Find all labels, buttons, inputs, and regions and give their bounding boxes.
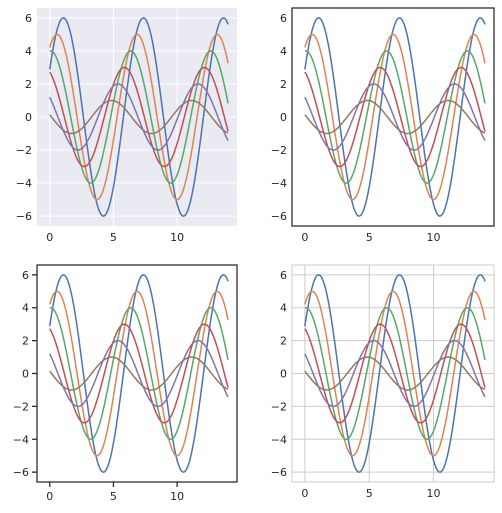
y-tick-label: −2 xyxy=(271,400,287,413)
y-tick-label: 4 xyxy=(25,45,32,58)
x-tick-label: 0 xyxy=(46,490,53,503)
x-tick-label: 0 xyxy=(301,231,308,244)
subplot-darkgrid: 0 5 10 −6 −4 −2 0 2 4 6 xyxy=(16,8,237,244)
subplot-whitegrid: 0 5 10 −6 −4 −2 0 2 4 6 xyxy=(271,264,495,500)
series-line-2 xyxy=(304,33,486,201)
series-line-3 xyxy=(49,306,229,441)
y-tick-label: 2 xyxy=(280,78,287,91)
series-line-6 xyxy=(49,99,229,135)
y-tick-label: −4 xyxy=(271,177,287,190)
series-line-2 xyxy=(304,290,486,457)
y-tick-label: 6 xyxy=(280,269,287,282)
series-line-3 xyxy=(304,306,486,441)
y-tick-label: 0 xyxy=(25,111,32,124)
subplot-ticks: 0 5 10 −6 −4 −2 0 2 4 6 xyxy=(13,264,238,503)
y-tick-label: 0 xyxy=(22,368,29,381)
x-tick-label: 10 xyxy=(170,490,184,503)
series-group xyxy=(48,274,229,473)
series-line-6 xyxy=(304,99,486,135)
series-line-3 xyxy=(304,50,486,184)
y-tick-label: −6 xyxy=(271,466,287,479)
x-tick-label: 5 xyxy=(366,487,373,500)
y-tick-label: −6 xyxy=(271,210,287,223)
axes-frame xyxy=(291,7,495,227)
series-line-5 xyxy=(304,339,486,408)
y-tick-label: −4 xyxy=(16,177,32,190)
series-group xyxy=(304,274,486,473)
y-tick-label: 2 xyxy=(280,335,287,348)
x-tick-label: 0 xyxy=(301,487,308,500)
y-tick-label: −6 xyxy=(13,466,29,479)
y-tick-label: −2 xyxy=(13,400,29,413)
x-tick-label: 5 xyxy=(366,231,373,244)
y-tick-label: 6 xyxy=(280,12,287,25)
series-line-3 xyxy=(49,50,229,184)
x-tick-label: 0 xyxy=(46,231,53,244)
y-tick-label: 2 xyxy=(22,335,29,348)
series-line-4 xyxy=(49,66,229,168)
series-group xyxy=(48,17,229,217)
y-tick-label: 4 xyxy=(22,302,29,315)
series-line-6 xyxy=(304,356,486,391)
x-tick-label: 10 xyxy=(427,231,441,244)
x-tick-label: 10 xyxy=(427,487,441,500)
y-tick-label: −4 xyxy=(271,433,287,446)
x-tick-label: 5 xyxy=(110,231,117,244)
series-line-2 xyxy=(49,290,229,457)
series-line-1 xyxy=(304,17,486,217)
series-line-5 xyxy=(49,339,229,408)
series-line-4 xyxy=(304,66,486,168)
series-line-5 xyxy=(49,83,229,151)
y-tick-label: 0 xyxy=(280,368,287,381)
plot-background xyxy=(37,265,237,482)
y-tick-label: 6 xyxy=(25,12,32,25)
series-line-1 xyxy=(48,274,229,473)
subplot-white: 0 5 10 −6 −4 −2 0 2 4 6 xyxy=(271,7,495,244)
y-tick-label: 2 xyxy=(25,78,32,91)
y-tick-label: −4 xyxy=(13,433,29,446)
axes-frame xyxy=(291,264,495,483)
x-tick-label: 5 xyxy=(110,490,117,503)
y-tick-label: 6 xyxy=(22,269,29,282)
y-tick-label: −2 xyxy=(16,144,32,157)
series-group xyxy=(304,17,486,217)
y-tick-label: −6 xyxy=(16,210,32,223)
series-line-1 xyxy=(48,17,229,217)
y-tick-label: 4 xyxy=(280,45,287,58)
series-line-1 xyxy=(304,274,486,473)
series-line-5 xyxy=(304,83,486,151)
y-tick-label: −2 xyxy=(271,144,287,157)
series-line-4 xyxy=(49,323,229,424)
series-line-2 xyxy=(49,33,229,201)
series-line-6 xyxy=(49,356,229,391)
plot-background xyxy=(292,8,494,226)
y-tick-label: 4 xyxy=(280,302,287,315)
y-tick-label: 0 xyxy=(280,111,287,124)
x-tick-label: 10 xyxy=(170,231,184,244)
series-line-4 xyxy=(304,323,486,424)
